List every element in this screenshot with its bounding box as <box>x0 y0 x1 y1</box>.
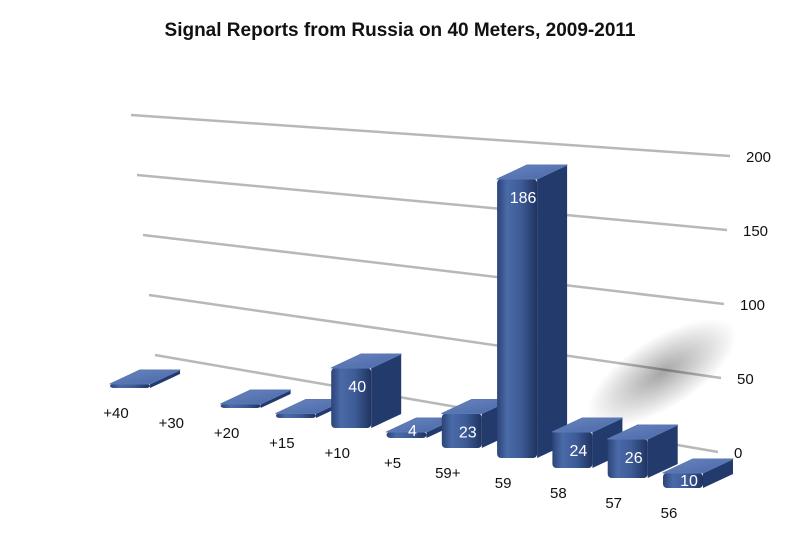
y-tick-label: 150 <box>743 223 768 240</box>
data-label: 24 <box>570 443 588 460</box>
bar-shadows <box>587 319 737 427</box>
x-category-label: 58 <box>550 485 567 502</box>
x-category-label: +20 <box>214 425 239 442</box>
x-category-label: +10 <box>324 445 349 462</box>
y-tick-label: 200 <box>746 149 771 166</box>
data-label: 4 <box>408 423 417 440</box>
x-category-label: +40 <box>103 405 128 422</box>
bar <box>607 424 679 478</box>
bar <box>551 417 623 468</box>
data-label: 10 <box>680 473 698 490</box>
y-tick-label: 50 <box>737 371 754 388</box>
bar <box>662 458 734 488</box>
data-label: 26 <box>625 450 643 467</box>
x-category-label: 59 <box>495 475 512 492</box>
bars <box>109 164 734 488</box>
gridline <box>142 233 725 306</box>
x-category-label: 59+ <box>435 465 461 482</box>
bar-shadow <box>587 319 737 427</box>
bar <box>220 389 292 408</box>
chart-title: Signal Reports from Russia on 40 Meters,… <box>164 20 636 41</box>
x-category-label: +15 <box>269 435 294 452</box>
gridline <box>130 113 731 158</box>
bar <box>109 369 181 388</box>
data-label: 40 <box>348 379 366 396</box>
bar <box>496 164 568 458</box>
y-tick-label: 100 <box>740 297 765 314</box>
y-tick-label: 0 <box>734 445 742 462</box>
data-label: 23 <box>459 425 477 442</box>
labels: 0 50 100 150 200 +40 +30 +20 +15 40 +10 4 +5 23 59+ 186… <box>103 149 771 522</box>
x-category-label: +5 <box>384 455 401 472</box>
x-category-label: 56 <box>661 505 678 522</box>
data-label: 186 <box>510 190 537 207</box>
x-category-label: +30 <box>159 415 184 432</box>
bar <box>330 353 402 428</box>
gridline <box>136 173 728 232</box>
x-category-label: 57 <box>605 495 622 512</box>
